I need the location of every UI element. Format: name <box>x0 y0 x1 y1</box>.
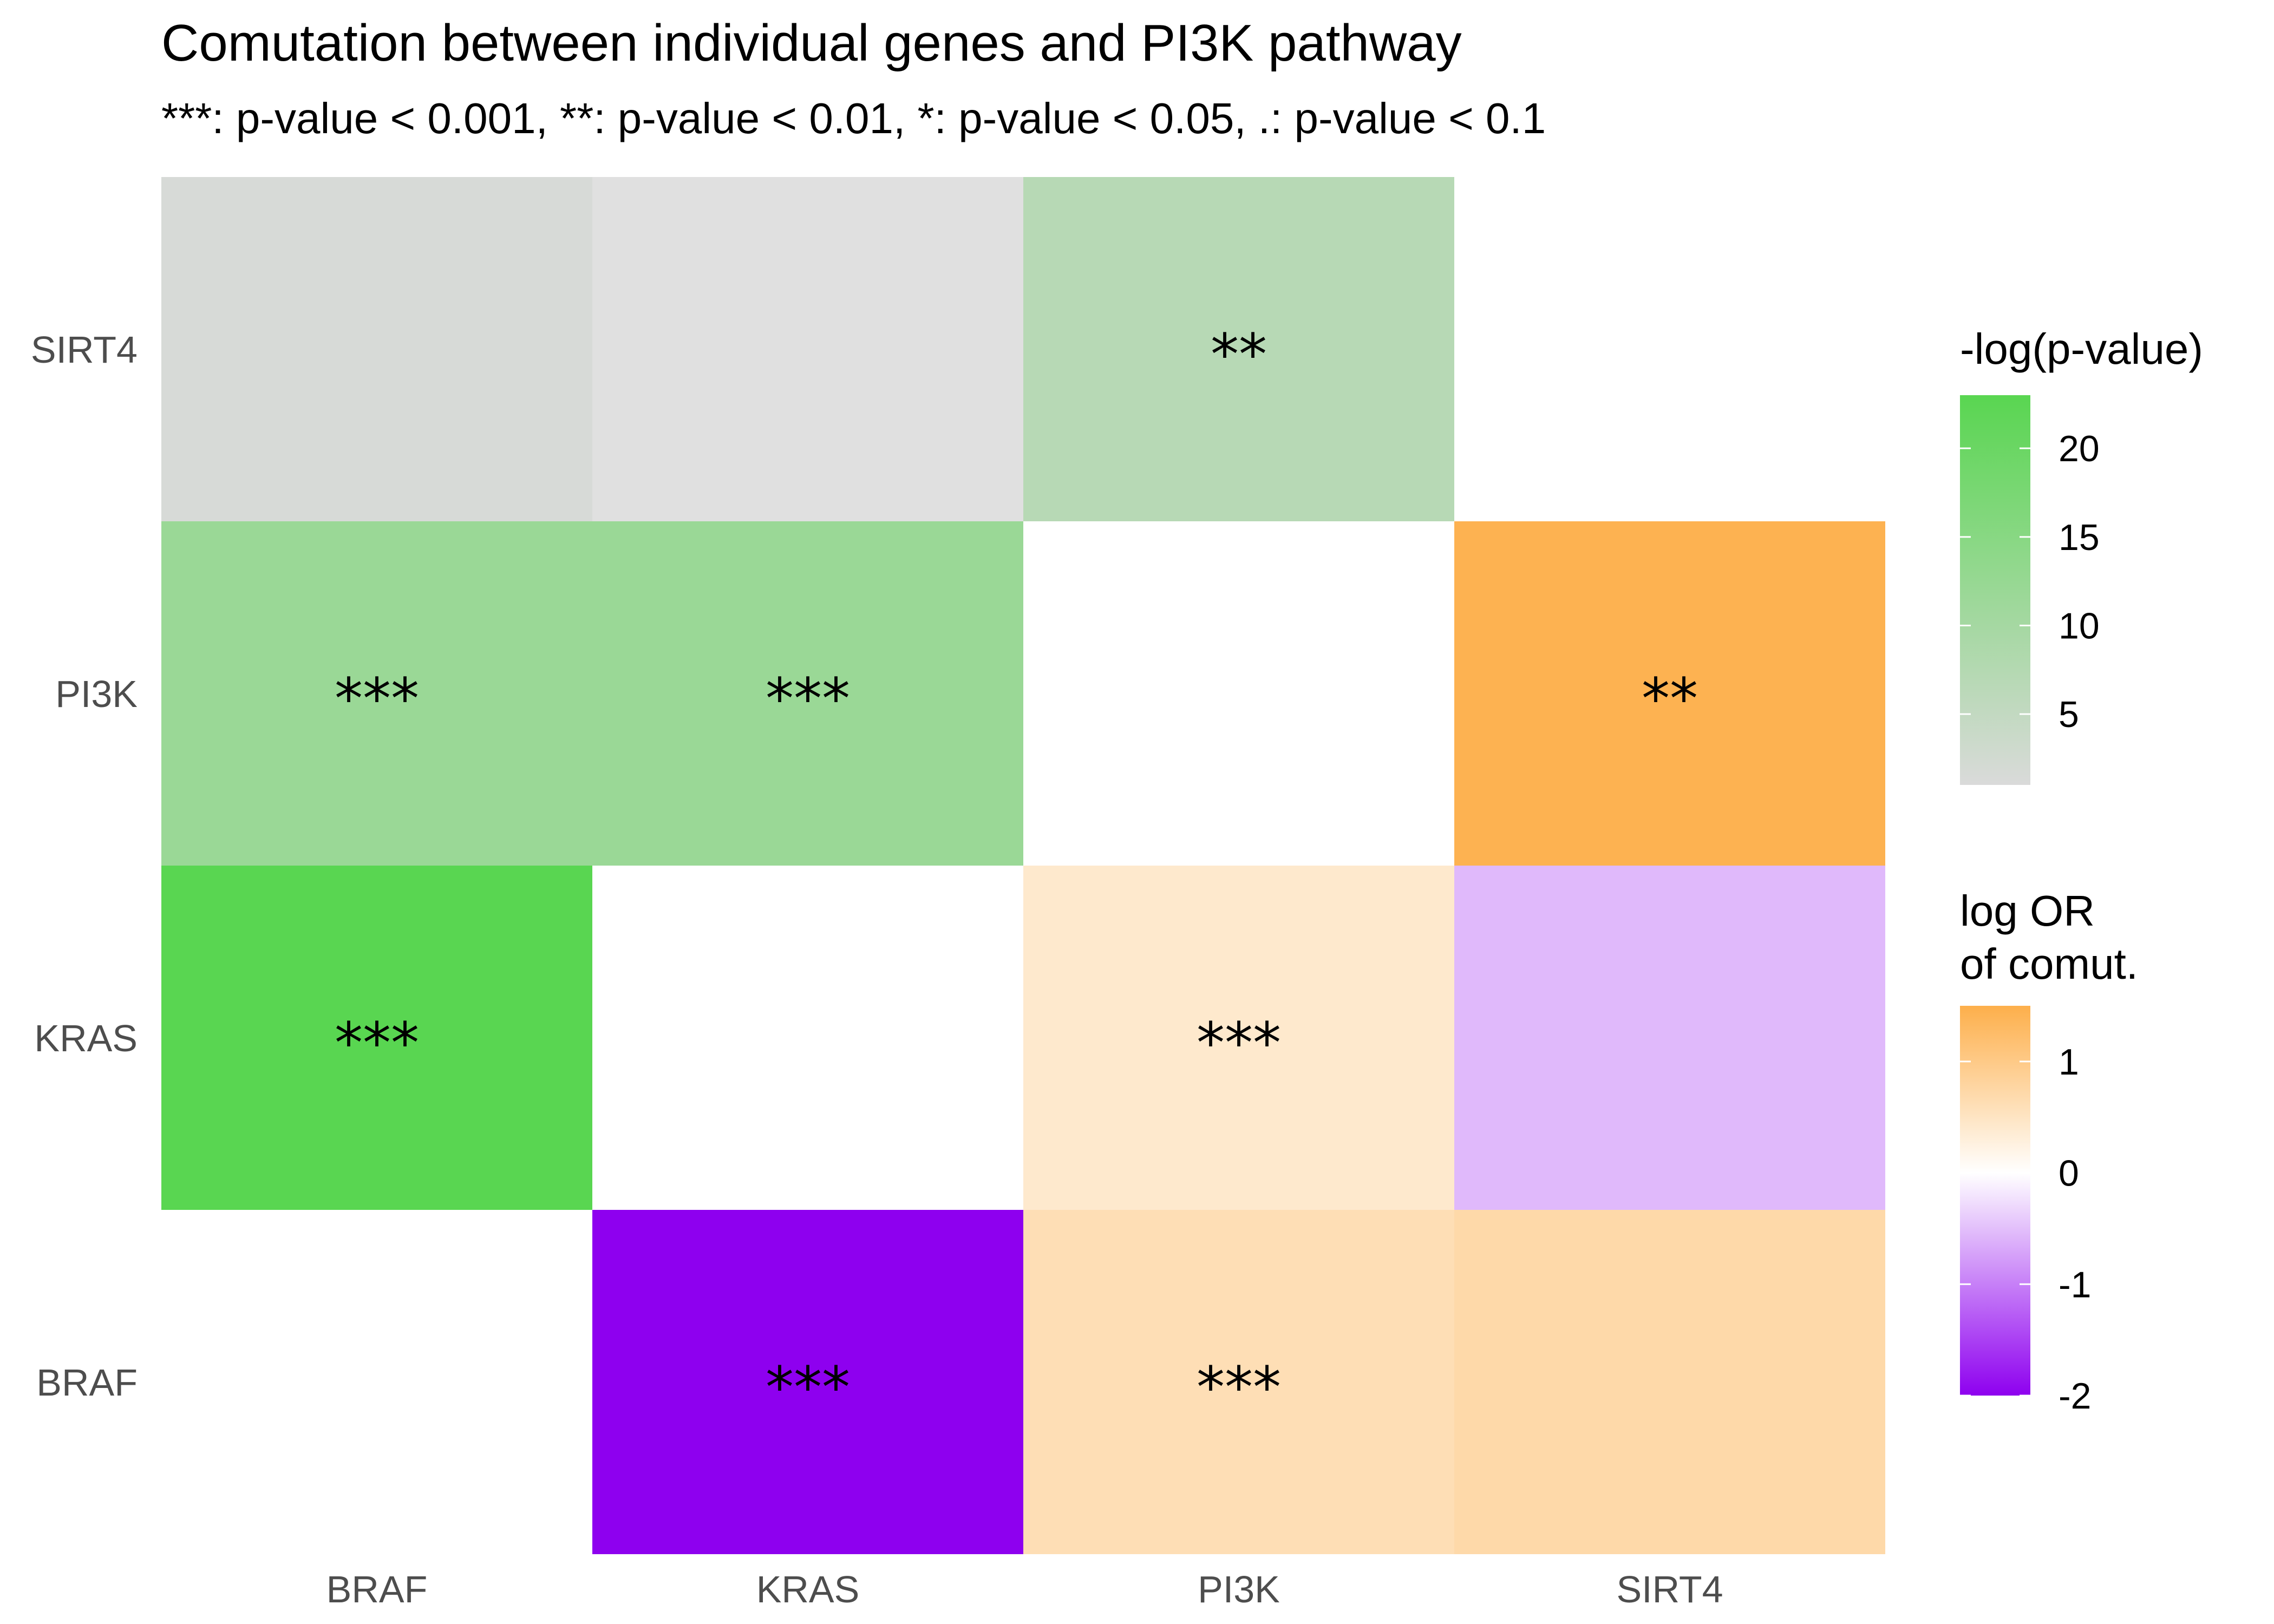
heatmap-cells <box>161 177 1885 1554</box>
legend-neglog-pvalue-title: -log(p-value) <box>1960 325 2203 373</box>
significance-label-kras-pi3k: *** <box>766 666 850 732</box>
y-tick-sirt4: SIRT4 <box>31 329 138 371</box>
y-tick-kras: KRAS <box>34 1017 138 1059</box>
legend-log-or: log OR of comut. -2 -1 0 1 <box>1960 887 2138 1417</box>
legend-neglog-pvalue-tick-label: 15 <box>2059 517 2100 558</box>
legend-neglog-pvalue-tick-label: 20 <box>2059 428 2100 469</box>
legend-log-or-tick-label: -1 <box>2059 1264 2091 1305</box>
significance-labels: *** ************** ***** <box>335 322 1698 1420</box>
legend-log-or-colorbar <box>1960 1006 2030 1396</box>
cell-sirt4-kras <box>1454 866 1885 1210</box>
chart-title: Comutation between individual genes and … <box>161 14 1462 72</box>
x-tick-braf: BRAF <box>326 1568 428 1610</box>
x-axis-ticks: BRAF KRAS PI3K SIRT4 <box>326 1568 1723 1610</box>
x-tick-sirt4: SIRT4 <box>1616 1568 1723 1610</box>
legend-neglog-pvalue-tick-label: 10 <box>2059 605 2100 646</box>
significance-label-kras-braf: *** <box>766 1354 850 1420</box>
legend-neglog-pvalue: -log(p-value) 5 10 15 20 <box>1960 325 2203 785</box>
x-tick-kras: KRAS <box>756 1568 860 1610</box>
cell-braf-kras <box>161 866 592 1210</box>
cell-kras-pi3k <box>592 521 1023 866</box>
cell-pi3k-kras <box>1023 866 1454 1210</box>
legend-log-or-title-line2: of comut. <box>1960 940 2138 988</box>
cell-pi3k-sirt4 <box>1023 177 1454 521</box>
cell-braf-sirt4 <box>161 177 592 521</box>
legend-log-or-tick-label: 0 <box>2059 1153 2079 1194</box>
x-tick-pi3k: PI3K <box>1198 1568 1280 1610</box>
significance-label-pi3k-kras: *** <box>1197 1010 1281 1076</box>
chart-subtitle: ***: p-value < 0.001, **: p-value < 0.01… <box>161 94 1546 142</box>
legend-log-or-tick-label: 1 <box>2059 1042 2079 1083</box>
legend-neglog-pvalue-tick-label: 5 <box>2059 694 2079 735</box>
y-axis-ticks: BRAF KRAS PI3K SIRT4 <box>31 329 138 1404</box>
cell-sirt4-braf <box>1454 1210 1885 1554</box>
y-tick-braf: BRAF <box>36 1361 138 1404</box>
cell-kras-braf <box>592 1210 1023 1554</box>
significance-label-braf-pi3k: *** <box>335 666 419 732</box>
cell-pi3k-braf <box>1023 1210 1454 1554</box>
y-tick-pi3k: PI3K <box>55 673 138 715</box>
legend-log-or-title-line1: log OR <box>1960 887 2095 935</box>
cell-braf-pi3k <box>161 521 592 866</box>
significance-label-sirt4-pi3k: ** <box>1642 666 1698 732</box>
cell-kras-sirt4 <box>592 177 1023 521</box>
legend-neglog-pvalue-colorbar <box>1960 395 2030 785</box>
cell-sirt4-pi3k <box>1454 521 1885 866</box>
significance-label-pi3k-sirt4: ** <box>1211 322 1267 388</box>
legend-log-or-tick-label: -2 <box>2059 1376 2091 1417</box>
significance-label-braf-kras: *** <box>335 1010 419 1076</box>
significance-label-pi3k-braf: *** <box>1197 1354 1281 1420</box>
